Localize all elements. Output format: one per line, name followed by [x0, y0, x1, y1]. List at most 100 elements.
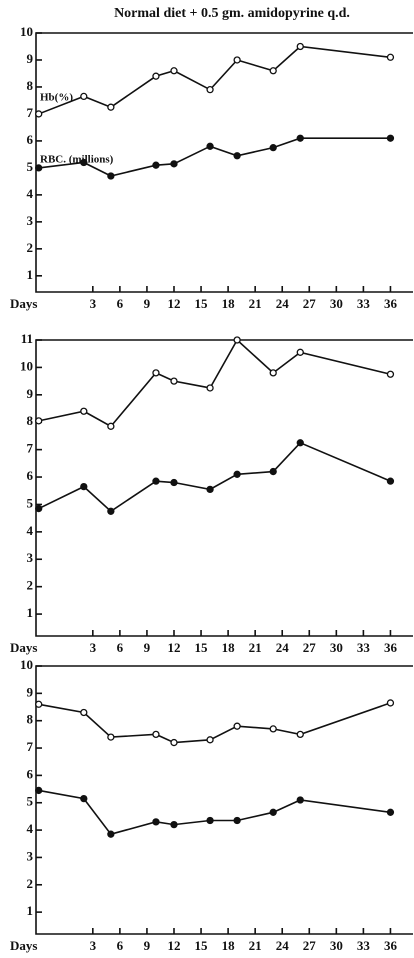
point [152, 477, 160, 485]
x-tick-label: 3 [90, 938, 97, 953]
point [206, 384, 214, 392]
axes [35, 339, 413, 637]
point [296, 796, 304, 804]
y-tick-label: 3 [27, 848, 34, 863]
axes [35, 665, 413, 935]
x-tick-label: 18 [222, 640, 236, 655]
point [35, 110, 43, 118]
point [170, 478, 178, 487]
point [35, 786, 43, 795]
x-tick-label: 12 [167, 296, 180, 311]
point [152, 369, 160, 377]
point [170, 160, 178, 168]
point [80, 482, 88, 491]
y-tick-label: 1 [27, 903, 34, 918]
point [386, 53, 395, 61]
point [233, 56, 241, 64]
x-tick-label: 27 [303, 296, 317, 311]
x-tick-label: 6 [117, 296, 124, 311]
y-tick-label: 5 [27, 495, 34, 510]
y-tick-label: 10 [20, 24, 33, 39]
point [296, 134, 304, 142]
point [233, 816, 241, 825]
x-tick-label: 12 [167, 938, 180, 953]
point [386, 370, 395, 378]
point [206, 142, 214, 150]
point [269, 144, 277, 152]
y-tick-label: 6 [27, 468, 34, 483]
axes [35, 32, 413, 293]
y-tick-label: 4 [27, 186, 34, 201]
y-tick-label: 1 [27, 605, 34, 620]
x-tick-label: 21 [249, 640, 262, 655]
line [38, 137, 391, 177]
y-tick-label: 3 [27, 213, 34, 228]
y-tick-label: 11 [21, 331, 33, 346]
x-axis-label: Days [10, 938, 37, 953]
point [206, 485, 214, 494]
y-tick-label: 8 [27, 78, 34, 93]
point [206, 816, 214, 825]
x-tick-label: 15 [195, 640, 209, 655]
y-tick-label: 8 [27, 712, 34, 727]
point [386, 699, 395, 707]
x-tick-label: 27 [303, 938, 317, 953]
y-tick-label: 9 [27, 386, 34, 401]
x-tick-label: 21 [249, 296, 262, 311]
point [233, 722, 241, 730]
x-tick-label: 27 [303, 640, 317, 655]
x-tick-label: 21 [249, 938, 262, 953]
line [38, 789, 391, 836]
y-tick-label: 5 [27, 794, 34, 809]
point [35, 417, 43, 425]
point [296, 42, 304, 51]
point [296, 348, 304, 356]
point [80, 407, 88, 415]
point [107, 830, 115, 838]
point [386, 477, 395, 485]
annotation: Hb(%) [40, 92, 73, 104]
x-tick-label: 30 [330, 938, 343, 953]
y-tick-label: 9 [27, 684, 34, 699]
y-tick-label: 2 [27, 876, 34, 891]
point [233, 470, 241, 478]
point [233, 336, 241, 344]
y-tick-label: 7 [27, 441, 34, 456]
x-tick-label: 24 [276, 640, 290, 655]
x-tick-label: 30 [330, 296, 343, 311]
point [107, 172, 115, 180]
x-tick-label: 30 [330, 640, 343, 655]
x-tick-label: 36 [384, 938, 398, 953]
point [107, 103, 115, 111]
x-tick-label: 15 [195, 296, 209, 311]
y-tick-label: 5 [27, 159, 34, 174]
point [206, 736, 214, 744]
point [152, 161, 160, 169]
x-tick-label: 12 [167, 640, 180, 655]
line [38, 338, 391, 428]
point [233, 152, 241, 160]
y-tick-label: 6 [27, 766, 34, 781]
x-tick-label: 18 [222, 296, 236, 311]
point [152, 818, 160, 826]
point [170, 67, 178, 75]
y-tick-label: 4 [27, 523, 34, 538]
point [206, 86, 214, 94]
y-tick-label: 1 [27, 267, 34, 282]
line [38, 702, 391, 744]
x-tick-label: 3 [90, 296, 97, 311]
y-tick-label: 2 [27, 578, 34, 593]
y-tick-label: 7 [27, 105, 34, 120]
x-tick-label: 33 [357, 296, 371, 311]
x-tick-label: 18 [222, 938, 236, 953]
point [296, 439, 304, 447]
point [269, 369, 277, 377]
point [80, 158, 88, 167]
point [386, 808, 395, 816]
x-tick-label: 33 [357, 640, 371, 655]
point [80, 794, 88, 803]
line [38, 45, 391, 115]
x-tick-label: 24 [276, 296, 290, 311]
point [35, 504, 43, 513]
point [80, 92, 88, 101]
